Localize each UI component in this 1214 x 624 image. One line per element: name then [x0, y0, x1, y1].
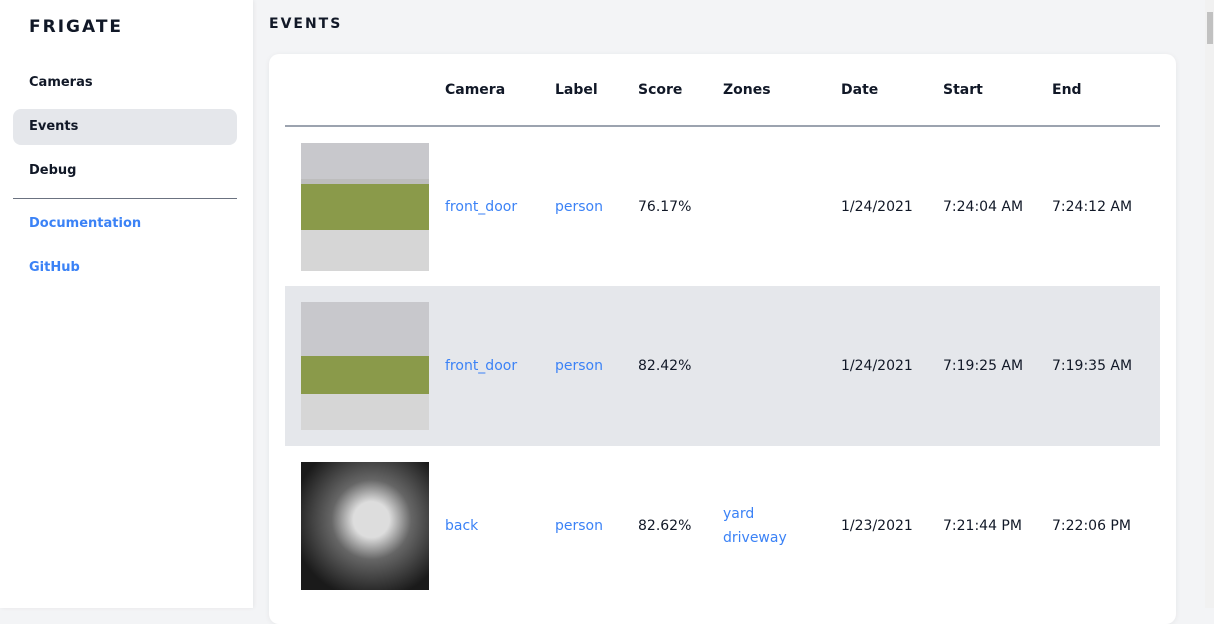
date: 1/23/2021	[841, 518, 913, 534]
zones	[723, 286, 841, 446]
table-row[interactable]: front_door person 76.17% 1/24/2021 7:24:…	[285, 126, 1160, 286]
score: 76.17%	[638, 198, 692, 215]
sidebar-item-events[interactable]: Events	[13, 109, 237, 145]
end-time: 7:19:35 AM	[1052, 286, 1160, 446]
sidebar-item-debug[interactable]: Debug	[29, 163, 77, 178]
events-table: Camera Label Score Zones Date Start End …	[285, 54, 1160, 606]
start-time: 7:19:25 AM	[943, 286, 1052, 446]
event-thumbnail[interactable]	[301, 142, 429, 271]
header-label: Label	[555, 54, 638, 127]
github-link[interactable]: GitHub	[29, 260, 80, 275]
header-score: Score	[638, 54, 723, 127]
header-date: Date	[841, 54, 943, 127]
table-row[interactable]: front_door person 82.42% 1/24/2021 7:19:…	[285, 286, 1160, 446]
end-time: 7:24:12 AM	[1052, 198, 1133, 215]
label-link[interactable]: person	[555, 518, 603, 534]
header-zones: Zones	[723, 54, 841, 127]
end-time: 7:22:06 PM	[1052, 518, 1131, 534]
sidebar: FRIGATE Cameras Events Debug Documentati…	[0, 0, 253, 608]
table-row[interactable]: back person 82.62% yard driveway 1/23/202…	[285, 446, 1160, 606]
start-time: 7:21:44 PM	[943, 518, 1022, 534]
header-end: End	[1052, 54, 1160, 127]
label-link[interactable]: person	[555, 286, 638, 446]
date: 1/24/2021	[841, 198, 913, 215]
header-start: Start	[943, 54, 1052, 127]
event-thumbnail[interactable]	[301, 462, 429, 590]
brand-logo: FRIGATE	[29, 17, 124, 37]
date: 1/24/2021	[841, 286, 943, 446]
documentation-link[interactable]: Documentation	[29, 216, 142, 231]
event-thumbnail[interactable]	[301, 302, 429, 430]
header-thumbnail	[285, 54, 445, 127]
camera-link[interactable]: back	[445, 518, 479, 534]
sidebar-item-cameras[interactable]: Cameras	[29, 75, 93, 90]
scrollbar-thumb[interactable]	[1207, 12, 1213, 44]
label-link[interactable]: person	[555, 198, 603, 215]
events-card: Camera Label Score Zones Date Start End …	[269, 54, 1176, 624]
start-time: 7:24:04 AM	[943, 198, 1024, 215]
scrollbar[interactable]	[1205, 0, 1214, 608]
page-title: EVENTS	[269, 16, 343, 32]
zone-driveway[interactable]: driveway	[723, 530, 787, 546]
sidebar-divider	[13, 198, 237, 199]
zone-yard[interactable]: yard	[723, 506, 755, 522]
camera-link[interactable]: front_door	[445, 198, 518, 215]
camera-link[interactable]: front_door	[445, 286, 555, 446]
header-camera: Camera	[445, 54, 555, 127]
score: 82.42%	[638, 286, 723, 446]
zones: yard driveway	[723, 446, 841, 606]
zones	[723, 126, 841, 286]
score: 82.62%	[638, 518, 692, 534]
